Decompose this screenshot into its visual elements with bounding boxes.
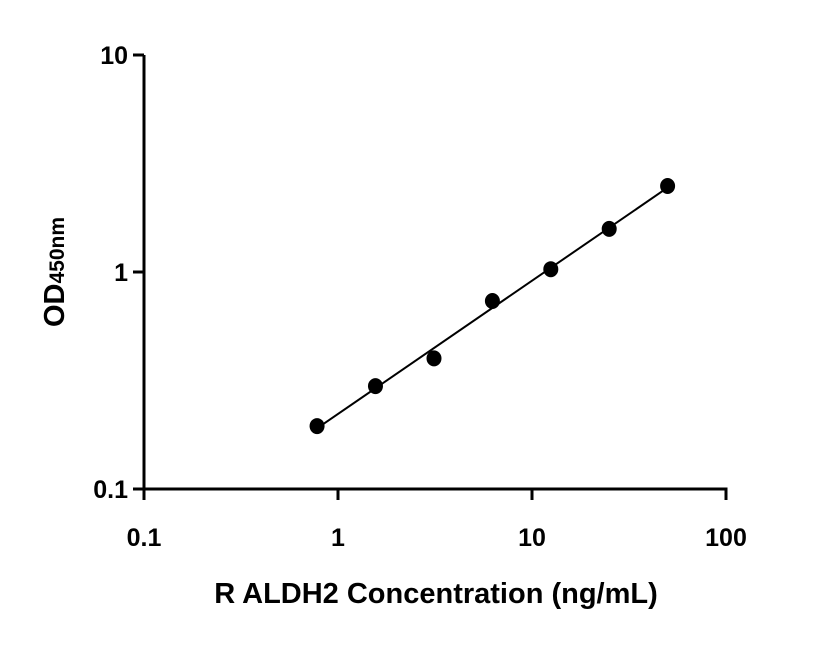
y-axis-label: OD450nm [39,217,71,327]
data-point [367,378,383,395]
x-tick-label: 1 [331,524,345,552]
x-axis-label: R ALDH2 Concentration (ng/mL) [214,578,658,610]
data-point [601,220,617,237]
x-tick-label: 0.1 [127,524,162,552]
y-axis-label-sub: 450nm [46,217,69,284]
y-tick-label: 10 [100,42,128,70]
y-axis-label-main: OD [39,284,71,328]
data-points [309,178,676,435]
x-tick-label: 10 [518,524,546,552]
data-point [484,293,500,310]
y-tick-label: 1 [114,259,128,287]
data-point [543,261,559,278]
data-point [309,418,325,435]
data-point [426,350,442,367]
data-point [660,178,676,195]
axes: 0.1 1 10 100 0.1 1 10 [93,42,747,552]
x-tick-label: 100 [705,524,747,552]
y-tick-label: 0.1 [93,476,128,504]
